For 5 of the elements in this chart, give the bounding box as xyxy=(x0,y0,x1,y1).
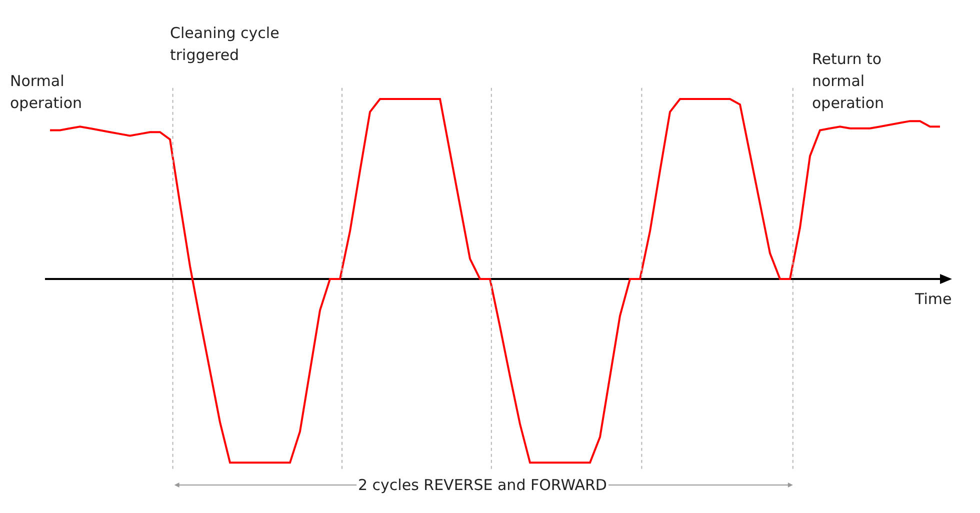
x-axis-title: Time xyxy=(914,290,952,308)
text: 2 cycles REVERSE and FORWARD xyxy=(358,476,607,494)
annotation: Return to normal operation xyxy=(812,49,886,114)
text: Cleaning cycle triggered xyxy=(170,23,280,66)
annotation: Normal operation xyxy=(10,71,84,114)
